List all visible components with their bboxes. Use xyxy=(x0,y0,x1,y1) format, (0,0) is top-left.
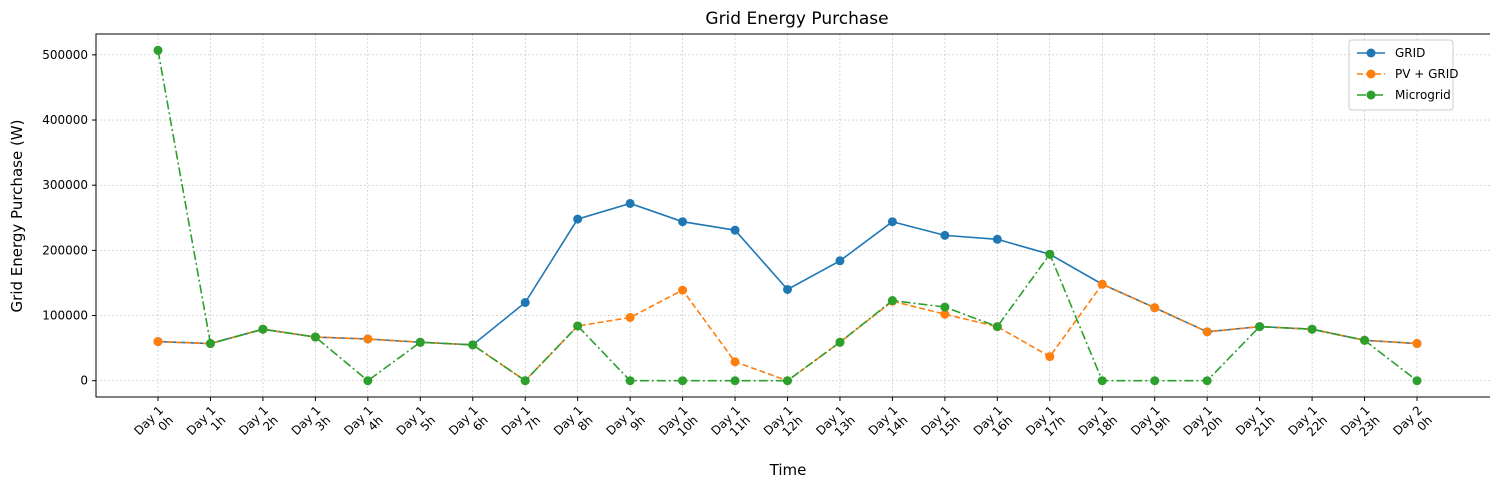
x-tick-label: Day 118h xyxy=(1076,403,1121,448)
x-tick-label: Day 119h xyxy=(1128,403,1173,448)
x-tick-label: Day 14h xyxy=(341,403,386,448)
data-point-microgrid xyxy=(363,376,373,386)
x-tick-label: Day 13h xyxy=(289,403,334,448)
data-point-pv-grid xyxy=(1412,339,1422,349)
data-point-microgrid xyxy=(1097,376,1107,386)
x-tick-label: Day 117h xyxy=(1023,403,1068,448)
legend-marker-grid xyxy=(1366,48,1376,58)
data-point-microgrid xyxy=(573,321,583,331)
x-tick-label: Day 17h xyxy=(499,403,544,448)
data-point-microgrid xyxy=(1202,376,1212,386)
x-tick-label: Day 113h xyxy=(813,403,858,448)
data-point-grid xyxy=(625,198,635,208)
x-tick-label: Day 12h xyxy=(236,403,281,448)
x-tick-label: Day 110h xyxy=(656,403,701,448)
legend-label-microgrid: Microgrid xyxy=(1395,88,1451,102)
x-tick-label: Day 111h xyxy=(708,403,753,448)
legend-label-grid: GRID xyxy=(1395,46,1425,60)
legend-label-pv-grid: PV + GRID xyxy=(1395,67,1459,81)
data-point-microgrid xyxy=(1255,322,1265,332)
data-point-pv-grid xyxy=(1202,327,1212,337)
x-tick-label: Day 115h xyxy=(918,403,963,448)
data-point-microgrid xyxy=(678,376,688,386)
legend-marker-pv-grid xyxy=(1366,69,1376,79)
data-point-microgrid xyxy=(205,339,215,349)
y-tick-label: 200000 xyxy=(42,243,88,257)
data-point-microgrid xyxy=(310,332,320,342)
data-point-microgrid xyxy=(940,302,950,312)
data-point-pv-grid xyxy=(1045,352,1055,362)
data-point-microgrid xyxy=(468,340,478,350)
legend-box xyxy=(1348,39,1454,111)
x-tick-label: Day 114h xyxy=(866,403,911,448)
y-tick-label: 100000 xyxy=(42,309,88,323)
legend-marker-microgrid xyxy=(1366,90,1376,100)
data-point-pv-grid xyxy=(363,334,373,344)
data-point-grid xyxy=(887,217,897,227)
data-point-pv-grid xyxy=(625,312,635,322)
x-axis-ticks: Day 10h Day 11h Day 12h Day 13h Day 14h Day 1… xyxy=(131,397,1435,448)
data-point-grid xyxy=(783,284,792,294)
data-point-microgrid xyxy=(1150,376,1160,386)
y-tick-label: 500000 xyxy=(42,48,88,62)
data-point-grid xyxy=(992,234,1002,244)
data-point-microgrid xyxy=(730,376,740,386)
data-point-pv-grid xyxy=(940,309,950,319)
x-tick-label: Day 123h xyxy=(1338,403,1383,448)
chart-title: Grid Energy Purchase xyxy=(705,9,888,29)
x-tick-label: Day 120h xyxy=(1181,403,1226,448)
data-point-grid xyxy=(835,256,845,266)
x-tick-label: Day 116h xyxy=(971,403,1016,448)
legend: GRID PV + GRID Microgrid xyxy=(1348,39,1459,111)
x-tick-label: Day 10h xyxy=(131,403,176,448)
data-point-grid xyxy=(940,230,950,240)
x-tick-label: Day 15h xyxy=(394,403,439,448)
data-point-microgrid xyxy=(1307,324,1317,334)
data-point-microgrid xyxy=(1412,376,1422,386)
x-tick-label: Day 122h xyxy=(1285,403,1330,448)
y-tick-label: 300000 xyxy=(42,178,88,192)
data-point-microgrid xyxy=(783,376,792,386)
data-point-microgrid xyxy=(153,45,163,55)
data-point-pv-grid xyxy=(730,357,740,367)
x-tick-label: Day 18h xyxy=(551,403,596,448)
data-point-pv-grid xyxy=(153,337,163,347)
data-point-grid xyxy=(730,225,740,235)
x-tick-label: Day 19h xyxy=(603,403,648,448)
data-point-pv-grid xyxy=(678,285,688,295)
x-axis-label: Time xyxy=(769,461,807,479)
series-layer xyxy=(153,45,1422,386)
y-axis-label: Grid Energy Purchase (W) xyxy=(8,120,26,313)
grid-lines xyxy=(96,34,1490,397)
data-point-microgrid xyxy=(625,376,635,386)
data-point-microgrid xyxy=(1045,249,1055,259)
x-tick-label: Day 11h xyxy=(184,403,229,448)
data-point-grid xyxy=(573,214,583,224)
data-point-grid xyxy=(678,217,688,227)
data-point-microgrid xyxy=(887,296,897,306)
data-point-microgrid xyxy=(520,376,530,386)
data-point-pv-grid xyxy=(1150,303,1160,313)
data-point-grid xyxy=(520,298,530,308)
data-point-microgrid xyxy=(1360,335,1370,345)
data-point-microgrid xyxy=(415,337,425,347)
y-tick-label: 0 xyxy=(80,374,88,388)
x-tick-label: Day 112h xyxy=(761,403,806,448)
data-point-pv-grid xyxy=(1097,279,1107,289)
y-axis-ticks: 0 100000 200000 300000 400000 500000 xyxy=(42,48,96,388)
x-tick-label: Day 16h xyxy=(446,403,491,448)
data-point-microgrid xyxy=(835,337,845,347)
data-point-microgrid xyxy=(992,322,1002,332)
x-tick-label: Day 20h xyxy=(1390,403,1435,448)
y-tick-label: 400000 xyxy=(42,113,88,127)
x-tick-label: Day 121h xyxy=(1233,403,1278,448)
plot-frame xyxy=(95,33,1490,398)
data-point-microgrid xyxy=(258,324,268,334)
